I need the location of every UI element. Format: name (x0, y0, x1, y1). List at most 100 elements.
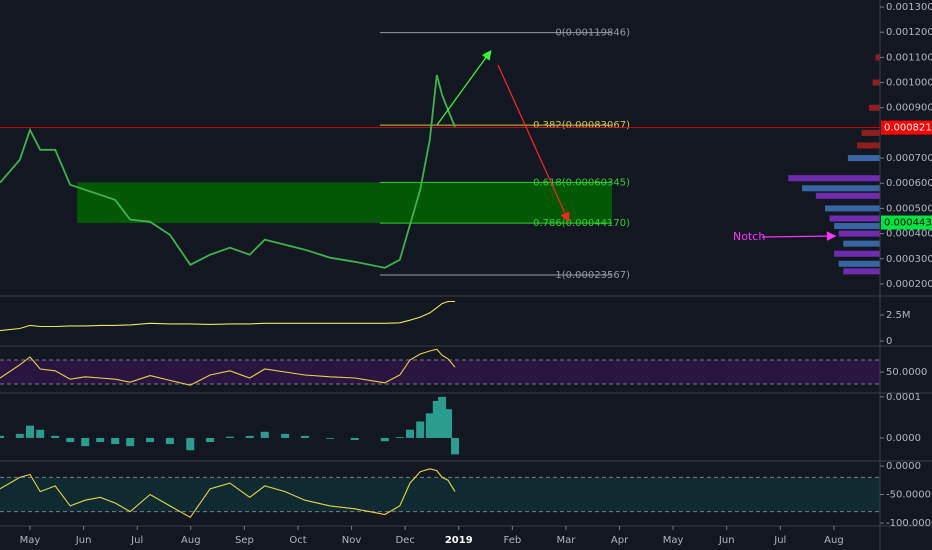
fib-label: 0.618(0.00060345) (533, 177, 630, 188)
x-tick-label: Jun (75, 535, 92, 546)
up-arrow (436, 50, 492, 126)
down-arrow (497, 64, 570, 223)
y-tick-label: -50.0000 (886, 489, 931, 500)
histogram-bar (444, 409, 453, 438)
band-zone (0, 360, 880, 385)
price-tag-label: 0.00044386 (884, 218, 932, 229)
fib-label: 0.382(0.00083067) (533, 120, 630, 131)
y-tick-label: 0.00130000 (886, 2, 932, 13)
x-tick-label: 2019 (445, 535, 473, 546)
y-tick-label: 0.00100000 (886, 78, 932, 89)
volume-profile-bar (802, 185, 880, 192)
histogram-bar (146, 437, 155, 443)
histogram-bar (66, 437, 75, 443)
histogram-bar (451, 437, 460, 455)
histogram-bar (425, 413, 434, 438)
y-tick-label: 0.0000 (886, 461, 921, 472)
x-tick-label: Apr (611, 535, 629, 546)
volume-profile-bar (825, 205, 880, 212)
volume-profile-bar (788, 175, 880, 182)
volume-profile-bar (847, 155, 880, 162)
series-line (0, 74, 456, 269)
histogram-bar (405, 429, 414, 438)
histogram-bar (15, 433, 24, 438)
x-tick-label: Oct (289, 535, 306, 546)
x-tick-label: May (20, 535, 41, 546)
fib-label: 0.786(0.00044170) (533, 218, 630, 229)
volume-profile-bar (834, 223, 880, 230)
y-tick-label: 0.00060000 (886, 178, 932, 189)
price-tag (881, 120, 932, 135)
volume-profile-bar (838, 260, 880, 267)
green-zone (77, 182, 613, 224)
histogram-bar (186, 437, 195, 451)
histogram-bar (416, 421, 425, 438)
x-tick-label: Jun (718, 535, 735, 546)
y-tick-label: 50.0000 (886, 367, 927, 378)
y-tick-label: 0.0000 (886, 433, 921, 444)
y-tick-label: 0.00050000 (886, 203, 932, 214)
y-tick-label: 0.00090000 (886, 103, 932, 114)
y-tick-label: 0.00040000 (886, 229, 932, 240)
series-line (0, 348, 456, 386)
notch-label: Notch (733, 230, 765, 243)
histogram-bar (26, 425, 35, 438)
x-tick-label: Jul (773, 535, 786, 546)
histogram-bar (165, 437, 174, 445)
volume-profile-bar (861, 129, 880, 136)
x-tick-label: Aug (824, 535, 844, 546)
volume-profile-bar (869, 104, 880, 111)
histogram-bar (51, 435, 60, 438)
plot-layer: 0(0.00119846) 0.382(0.00083067) 0.618(0.00… (0, 28, 880, 519)
histogram-bar (281, 433, 290, 438)
y-tick-label: 0.00110000 (886, 52, 932, 63)
y-tick-label: 0.0001 (886, 392, 921, 403)
x-tick-label: May (663, 535, 684, 546)
histogram-bar (350, 437, 359, 440)
x-tick-label: Jul (130, 535, 143, 546)
volume-profile-bar (838, 230, 880, 237)
fib-label: 0(0.00119846) (555, 28, 630, 39)
series-line (0, 468, 456, 519)
x-tick-label: Nov (342, 535, 362, 546)
notch-arrow (761, 231, 837, 241)
histogram-bar (111, 437, 120, 445)
x-tick-label: Feb (503, 535, 521, 546)
histogram-bar (300, 435, 309, 438)
histogram-bar (206, 437, 215, 443)
histogram-bar (260, 431, 269, 438)
histogram-bar (96, 437, 105, 443)
volume-profile-bar (843, 268, 880, 275)
y-tick-label: -100.0000 (886, 518, 932, 529)
fib-label: 1(0.00023567) (555, 270, 630, 281)
y-tick-label: 0.00020000 (886, 279, 932, 290)
x-tick-label: Dec (395, 535, 414, 546)
y-tick-label: 0.00070000 (886, 153, 932, 164)
volume-profile-bar (857, 142, 880, 149)
histogram-bar (81, 437, 90, 447)
volume-profile-bar (815, 192, 880, 199)
series-line (0, 300, 455, 332)
histogram-bar (432, 400, 441, 438)
histogram-bar (245, 435, 254, 438)
volume-profile-bar (834, 250, 880, 257)
histogram-bar (326, 437, 335, 439)
histogram-bar (126, 437, 135, 447)
x-tick-label: Sep (235, 535, 254, 546)
histogram-bar (36, 429, 45, 438)
price-tag-label: 0.00082110 (884, 123, 932, 134)
volume-profile-bar (843, 240, 880, 247)
price-tag (881, 215, 932, 230)
band-zone (0, 477, 880, 512)
y-tick-label: 0.00120000 (886, 27, 932, 38)
x-tick-label: Aug (181, 535, 201, 546)
histogram-bar (380, 437, 389, 442)
volume-profile-bar (872, 79, 880, 86)
volume-profile-bar (829, 215, 880, 222)
histogram-bar (438, 396, 447, 438)
y-tick-label: 2.5M (886, 310, 911, 321)
y-tick-label: 0 (886, 336, 892, 347)
histogram-bar (0, 435, 4, 438)
